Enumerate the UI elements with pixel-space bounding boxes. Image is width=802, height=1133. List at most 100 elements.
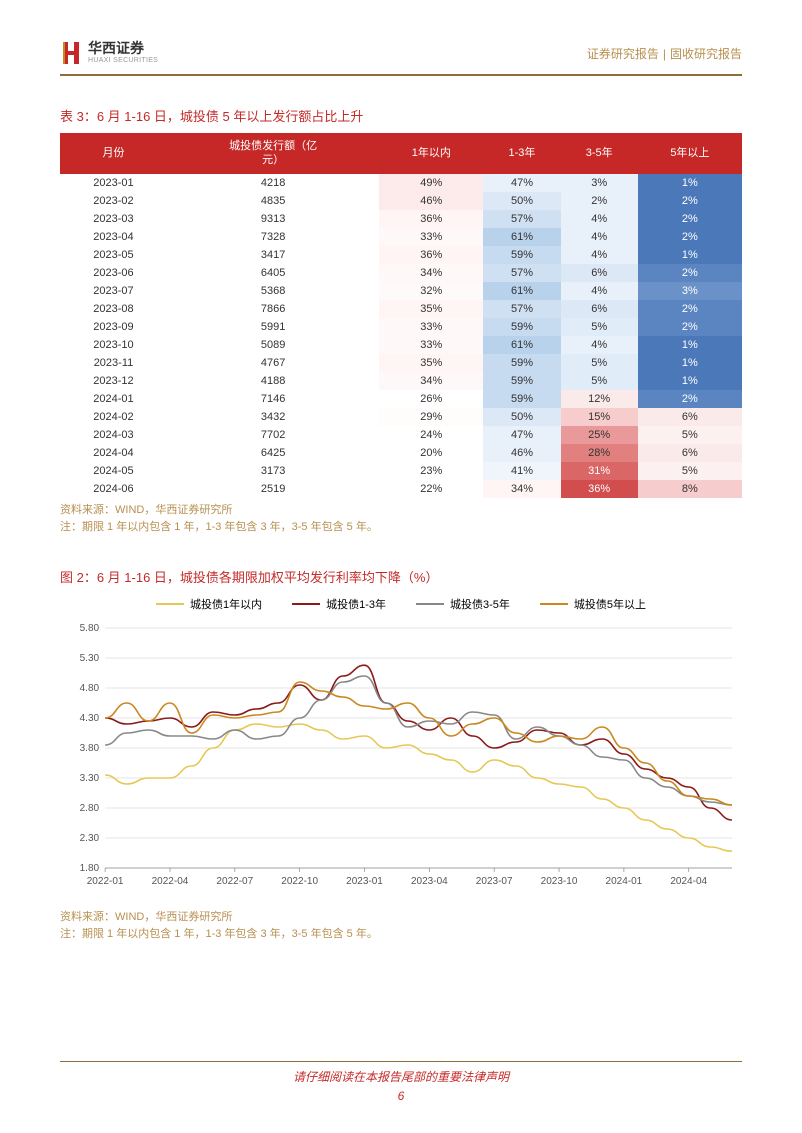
table-cell: 2024-05 [60, 462, 167, 480]
table-cell: 4% [561, 228, 638, 246]
table-cell: 4% [561, 336, 638, 354]
logo-en: HUAXI SECURITIES [88, 57, 158, 65]
table-cell: 6% [638, 408, 742, 426]
table-notes: 资料来源：WIND，华西证券研究所注：期限 1 年以内包含 1 年，1-3 年包… [60, 502, 742, 537]
logo-icon [60, 40, 82, 66]
table-cell: 3% [561, 174, 638, 192]
table-row: 2023-12418834%59%5%1% [60, 372, 742, 390]
page-header: 华西证券 HUAXI SECURITIES 证券研究报告|固收研究报告 [60, 40, 742, 76]
table-cell: 25% [561, 426, 638, 444]
table-cell: 5% [561, 354, 638, 372]
table-cell: 5% [638, 426, 742, 444]
table-row: 2024-01714626%59%12%2% [60, 390, 742, 408]
table-cell: 4767 [167, 354, 379, 372]
table-header: 月份 [60, 133, 167, 174]
table-cell: 3% [638, 282, 742, 300]
table-row: 2024-03770224%47%25%5% [60, 426, 742, 444]
table-cell: 2023-08 [60, 300, 167, 318]
table-cell: 29% [379, 408, 483, 426]
table-row: 2023-09599133%59%5%2% [60, 318, 742, 336]
logo-text: 华西证券 HUAXI SECURITIES [88, 41, 158, 64]
table-cell: 1% [638, 354, 742, 372]
table-cell: 7702 [167, 426, 379, 444]
table-cell: 59% [483, 246, 560, 264]
table-cell: 32% [379, 282, 483, 300]
table-cell: 33% [379, 336, 483, 354]
table-cell: 49% [379, 174, 483, 192]
table-cell: 2% [638, 390, 742, 408]
table-cell: 4% [561, 282, 638, 300]
table-cell: 26% [379, 390, 483, 408]
table-cell: 2024-06 [60, 480, 167, 498]
table-cell: 2024-02 [60, 408, 167, 426]
table-cell: 28% [561, 444, 638, 462]
table-cell: 59% [483, 354, 560, 372]
table-cell: 41% [483, 462, 560, 480]
table-cell: 1% [638, 246, 742, 264]
table-cell: 5991 [167, 318, 379, 336]
table-cell: 4% [561, 210, 638, 228]
svg-text:2.80: 2.80 [80, 803, 100, 814]
data-table: 月份城投债发行额（亿元）1年以内1-3年3-5年5年以上 2023-014218… [60, 133, 742, 498]
legend-item: 城投债1年以内 [156, 596, 262, 612]
table-cell: 47% [483, 174, 560, 192]
table-cell: 2023-09 [60, 318, 167, 336]
table-cell: 3417 [167, 246, 379, 264]
table-cell: 2% [638, 264, 742, 282]
chart-line [105, 682, 732, 805]
table-cell: 59% [483, 390, 560, 408]
table-cell: 6425 [167, 444, 379, 462]
table-cell: 2023-12 [60, 372, 167, 390]
table-cell: 7866 [167, 300, 379, 318]
legend-item: 城投债1-3年 [292, 596, 386, 612]
table-header: 5年以上 [638, 133, 742, 174]
svg-text:1.80: 1.80 [80, 863, 100, 874]
table-cell: 2% [638, 210, 742, 228]
table-cell: 33% [379, 228, 483, 246]
table-row: 2023-04732833%61%4%2% [60, 228, 742, 246]
svg-text:2023-07: 2023-07 [476, 876, 513, 887]
table-cell: 2023-06 [60, 264, 167, 282]
svg-text:5.30: 5.30 [80, 653, 100, 664]
table-row: 2023-10508933%61%4%1% [60, 336, 742, 354]
table-cell: 2% [638, 300, 742, 318]
table-cell: 23% [379, 462, 483, 480]
svg-text:3.30: 3.30 [80, 773, 100, 784]
chart-line [105, 724, 732, 851]
table-cell: 59% [483, 372, 560, 390]
table-row: 2023-07536832%61%4%3% [60, 282, 742, 300]
table-cell: 2% [638, 192, 742, 210]
table-cell: 57% [483, 300, 560, 318]
table-title: 表 3：6 月 1-16 日，城投债 5 年以上发行额占比上升 [60, 106, 742, 125]
table-cell: 47% [483, 426, 560, 444]
legend-item: 城投债5年以上 [540, 596, 646, 612]
table-cell: 8% [638, 480, 742, 498]
svg-text:2.30: 2.30 [80, 833, 100, 844]
table-cell: 50% [483, 192, 560, 210]
table-cell: 4188 [167, 372, 379, 390]
table-cell: 24% [379, 426, 483, 444]
table-cell: 4835 [167, 192, 379, 210]
table-cell: 15% [561, 408, 638, 426]
table-cell: 1% [638, 336, 742, 354]
table-cell: 34% [483, 480, 560, 498]
table-row: 2023-08786635%57%6%2% [60, 300, 742, 318]
table-header: 1-3年 [483, 133, 560, 174]
chart: 城投债1年以内城投债1-3年城投债3-5年城投债5年以上 5.805.304.8… [60, 596, 742, 903]
chart-line [105, 665, 732, 820]
table-cell: 35% [379, 300, 483, 318]
page: 华西证券 HUAXI SECURITIES 证券研究报告|固收研究报告 表 3：… [0, 0, 802, 1133]
table-row: 2024-06251922%34%36%8% [60, 480, 742, 498]
table-cell: 6% [561, 300, 638, 318]
table-cell: 9313 [167, 210, 379, 228]
table-cell: 6405 [167, 264, 379, 282]
table-cell: 6% [638, 444, 742, 462]
table-cell: 5368 [167, 282, 379, 300]
table-cell: 2% [561, 192, 638, 210]
chart-legend: 城投债1年以内城投债1-3年城投债3-5年城投债5年以上 [60, 596, 742, 612]
table-row: 2024-04642520%46%28%6% [60, 444, 742, 462]
page-footer: 请仔细阅读在本报告尾部的重要法律声明 6 [0, 1061, 802, 1103]
table-cell: 2024-03 [60, 426, 167, 444]
table-cell: 61% [483, 282, 560, 300]
table-cell: 7328 [167, 228, 379, 246]
